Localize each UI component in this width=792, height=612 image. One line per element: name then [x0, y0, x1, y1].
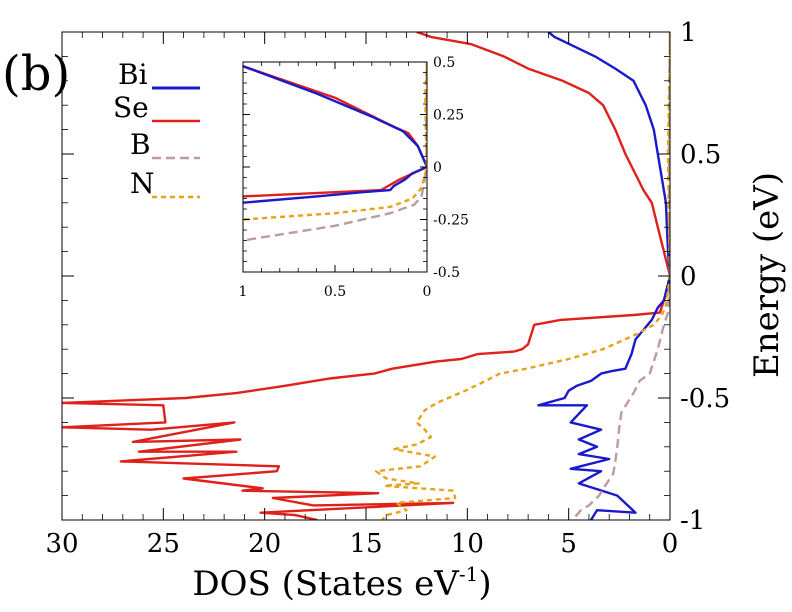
inset-x-tick-label: 0.5: [324, 284, 346, 300]
legend-label-se: Se: [113, 91, 149, 124]
inset-y-tick-label: 0: [433, 160, 442, 176]
main-plot-area: 30 25 20 15 10 5 0-1-0.500.51: [45, 18, 730, 559]
legend-label-b: B: [130, 128, 151, 161]
inset-background: [243, 62, 427, 272]
inset-series-n: [243, 62, 427, 221]
inset-y-tick-label: 0.5: [433, 55, 455, 71]
main-y-tick-label: -0.5: [680, 384, 730, 414]
main-y-tick-label: 0.5: [680, 140, 721, 170]
main-x-tick-label: 5: [560, 529, 577, 559]
y-axis-label: Energy (eV): [747, 172, 787, 378]
main-y-tick-label: 1: [680, 18, 697, 48]
inset-x-tick-label: 1: [239, 284, 248, 300]
legend-label-n: N: [130, 167, 155, 200]
x-axis-label-main: DOS (States eV: [192, 564, 460, 604]
main-y-tick-label: -1: [680, 506, 705, 536]
main-x-tick-label: 0: [662, 529, 679, 559]
main-x-tick-label: 30: [45, 529, 78, 559]
x-axis-label-superscript: -1: [459, 562, 478, 586]
inset-y-tick-label: -0.25: [433, 212, 469, 228]
inset-y-tick-label: -0.5: [433, 265, 460, 281]
x-axis-label: DOS (States eV-1): [192, 562, 491, 604]
x-axis-label-close: ): [478, 564, 491, 604]
inset-y-tick-label: 0.25: [433, 107, 464, 123]
main-x-tick-label: 15: [349, 529, 382, 559]
main-series-se: [62, 32, 670, 520]
main-series-b: [571, 32, 670, 520]
main-x-tick-label: 25: [147, 529, 180, 559]
main-x-tick-label: 20: [248, 529, 281, 559]
main-x-tick-label: 10: [451, 529, 484, 559]
main-series-bi: [537, 32, 670, 520]
main-y-tick-label: 0: [680, 262, 697, 292]
inset-x-tick-label: 0: [423, 284, 432, 300]
main-series-group: [62, 32, 670, 520]
main-series-n: [374, 32, 670, 520]
legend-label-bi: Bi: [118, 58, 148, 91]
inset-series-bi: [243, 65, 427, 204]
panel-label: (b): [2, 46, 70, 102]
